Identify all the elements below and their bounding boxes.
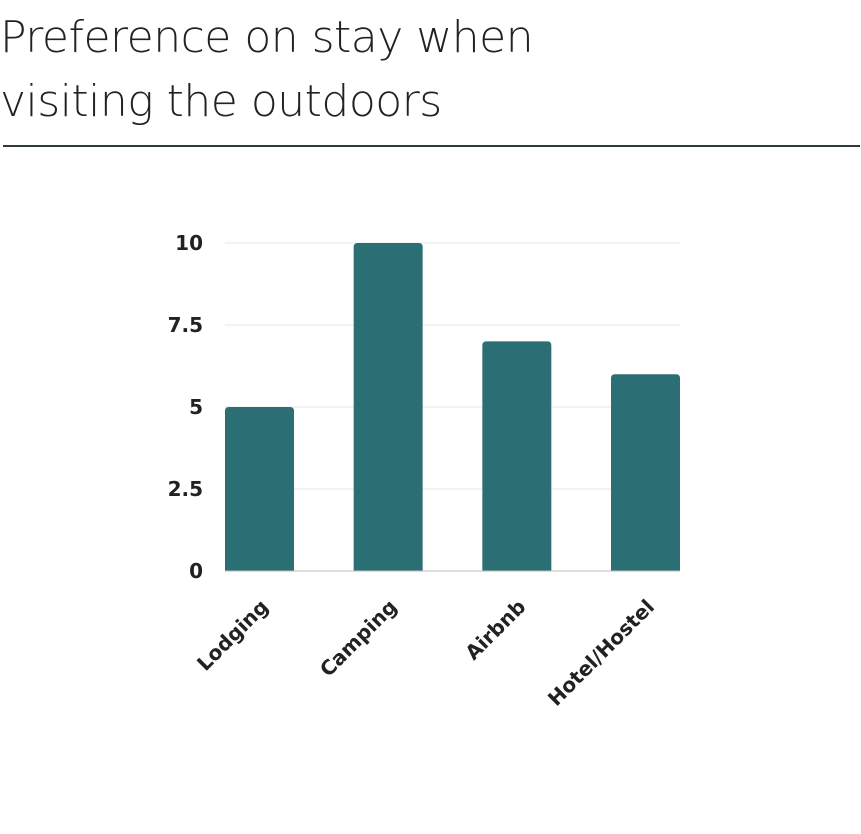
y-tick-label: 2.5 xyxy=(168,477,203,501)
bars xyxy=(225,243,680,571)
bar-hotel-hostel xyxy=(611,374,680,571)
gridlines xyxy=(225,242,680,490)
y-tick-label: 5 xyxy=(189,395,203,419)
bar-camping xyxy=(353,243,423,571)
x-tick-label: Lodging xyxy=(192,595,273,676)
bar-airbnb xyxy=(482,341,552,571)
y-tick-label: 7.5 xyxy=(168,313,203,337)
x-tick-label: Hotel/Hostel xyxy=(543,595,659,711)
y-tick-label: 10 xyxy=(175,231,203,255)
y-tick-label: 0 xyxy=(189,559,203,583)
title-line-2: visiting the outdoors xyxy=(0,76,442,127)
x-tick-label: Airbnb xyxy=(460,595,530,665)
x-tick-label: Camping xyxy=(315,595,402,682)
x-tick-labels: Lodging Camping Airbnb Hotel/Hostel xyxy=(192,595,659,711)
bar-lodging xyxy=(225,407,294,571)
title-line-1: Preference on stay when xyxy=(0,12,534,63)
y-tick-labels: 0 2.5 5 7.5 10 xyxy=(168,231,203,583)
title-divider xyxy=(3,145,860,147)
page-title: Preference on stay when visiting the out… xyxy=(0,6,850,134)
